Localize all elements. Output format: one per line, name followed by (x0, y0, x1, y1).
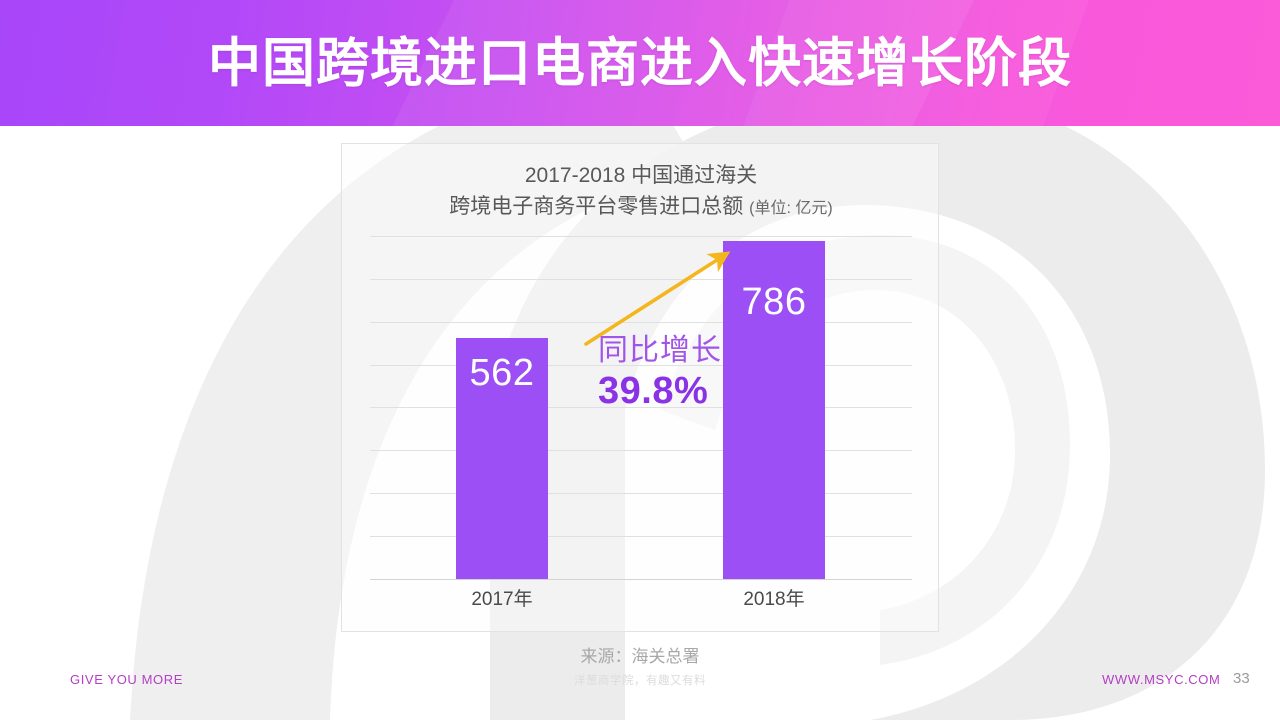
growth-percentage: 39.8% (598, 370, 709, 412)
growth-label: 同比增长 (598, 334, 722, 367)
chart-panel: 2017-2018 中国通过海关 跨境电子商务平台零售进口总额 (单位: 亿元)… (341, 143, 939, 632)
gridline (370, 493, 912, 494)
chart-title-line-1: 2017-2018 中国通过海关 (524, 164, 758, 187)
gridline (370, 450, 912, 451)
source-watermark-text: 洋葱商学院，有趣又有料 (574, 675, 706, 687)
footer-website-link[interactable]: WWW.MSYC.COM (1102, 672, 1221, 687)
plot-area: 562 2017年 786 2018年 同比增长 39.8% (370, 236, 912, 609)
gridline (370, 536, 912, 537)
page-title: 中国跨境进口电商进入快速增长阶段 (208, 33, 1072, 93)
slide-header: 中国跨境进口电商进入快速增长阶段 (0, 0, 1280, 126)
gridline (370, 236, 912, 237)
page-number: 33 (1233, 670, 1250, 687)
category-label-2018: 2018年 (743, 589, 805, 610)
source-text: 来源：海关总署 (580, 647, 700, 666)
growth-annotation: 同比增长 39.8% (598, 334, 722, 412)
chart-title-unit: (单位: 亿元) (749, 200, 833, 218)
footer-tagline: GIVE YOU MORE (70, 672, 184, 687)
chart-title-line-2: 跨境电子商务平台零售进口总额 (单位: 亿元) (342, 193, 940, 221)
chart-title: 2017-2018 中国通过海关 跨境电子商务平台零售进口总额 (单位: 亿元) (342, 162, 940, 222)
axis-baseline (370, 579, 912, 580)
category-label-2017: 2017年 (471, 589, 533, 610)
bar-2017[interactable]: 562 (456, 338, 548, 579)
bar-value-2017: 562 (469, 352, 535, 394)
chart-title-main: 跨境电子商务平台零售进口总额 (449, 195, 744, 219)
